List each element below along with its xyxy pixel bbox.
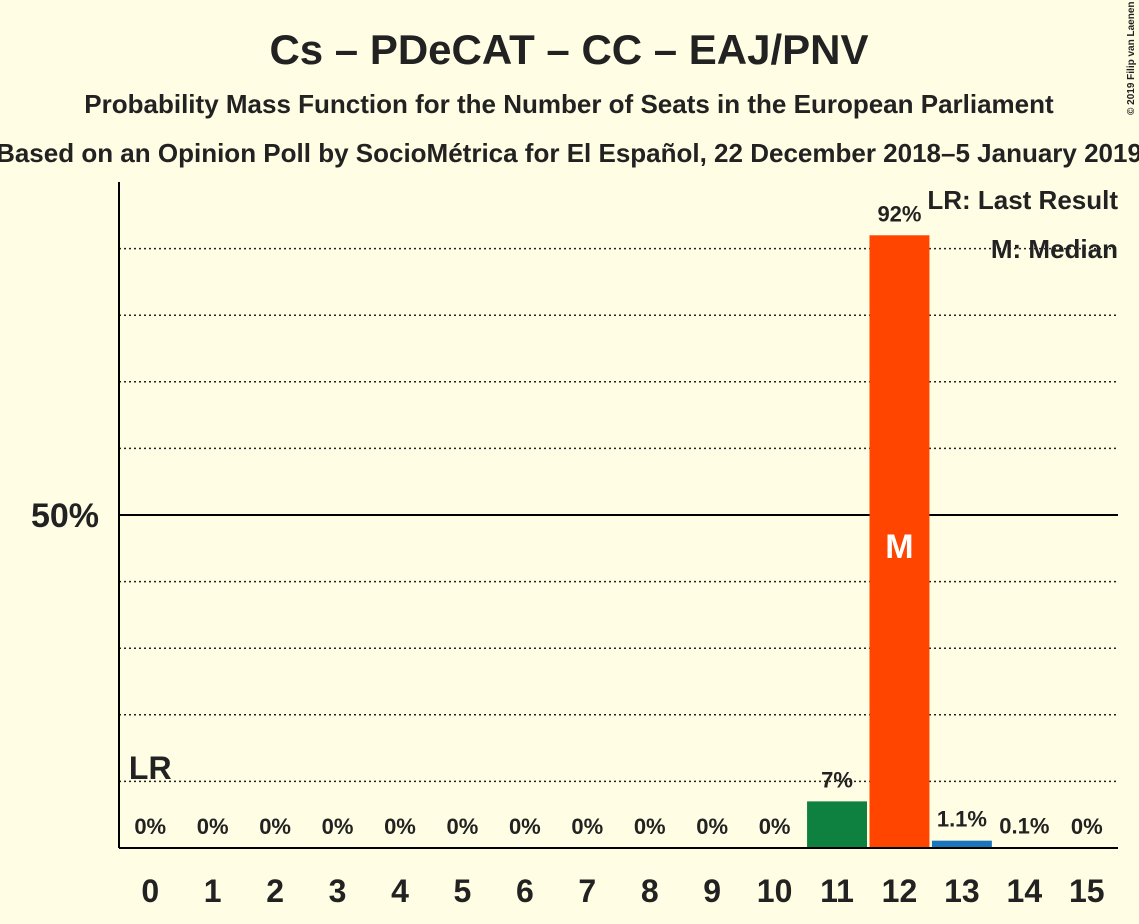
- x-tick-label: 8: [641, 873, 659, 909]
- chart-title: Cs – PDeCAT – CC – EAJ/PNV: [269, 26, 868, 73]
- value-label: 0%: [447, 814, 479, 839]
- value-label: 0%: [322, 814, 354, 839]
- value-label: 92%: [877, 201, 921, 226]
- x-tick-label: 11: [820, 873, 854, 909]
- x-tick-label: 14: [1007, 873, 1043, 909]
- bar: [807, 801, 868, 848]
- value-label: 1.1%: [937, 807, 987, 832]
- x-tick-label: 0: [141, 873, 159, 909]
- y-tick-label: 50%: [31, 497, 99, 535]
- x-tick-label: 15: [1069, 873, 1105, 909]
- bar: [869, 235, 930, 848]
- value-label: 0%: [696, 814, 728, 839]
- median-marker: M: [885, 528, 913, 566]
- value-label: 0%: [134, 814, 166, 839]
- x-tick-label: 6: [516, 873, 534, 909]
- value-label: 0%: [509, 814, 541, 839]
- value-label: 0%: [1071, 814, 1103, 839]
- value-label: 0%: [571, 814, 603, 839]
- x-tick-label: 13: [944, 873, 980, 909]
- x-tick-label: 5: [454, 873, 472, 909]
- x-tick-label: 9: [703, 873, 721, 909]
- x-tick-label: 7: [578, 873, 596, 909]
- value-label: 0%: [634, 814, 666, 839]
- x-tick-label: 12: [882, 873, 918, 909]
- chart-subtitle: Probability Mass Function for the Number…: [84, 89, 1054, 119]
- value-label: 7%: [821, 767, 853, 792]
- legend-entry: LR: Last Result: [927, 185, 1118, 215]
- bar: [931, 840, 992, 848]
- x-tick-label: 2: [266, 873, 284, 909]
- x-tick-label: 1: [204, 873, 222, 909]
- value-label: 0%: [384, 814, 416, 839]
- last-result-marker: LR: [129, 750, 172, 786]
- x-tick-label: 10: [757, 873, 793, 909]
- copyright: © 2019 Filip van Laenen: [1126, 1, 1137, 115]
- value-label: 0.1%: [999, 813, 1049, 838]
- value-label: 0%: [759, 814, 791, 839]
- value-label: 0%: [259, 814, 291, 839]
- x-tick-label: 4: [391, 873, 409, 909]
- value-label: 0%: [197, 814, 229, 839]
- chart-source: Based on an Opinion Poll by SocioMétrica…: [0, 138, 1139, 168]
- x-tick-label: 3: [329, 873, 347, 909]
